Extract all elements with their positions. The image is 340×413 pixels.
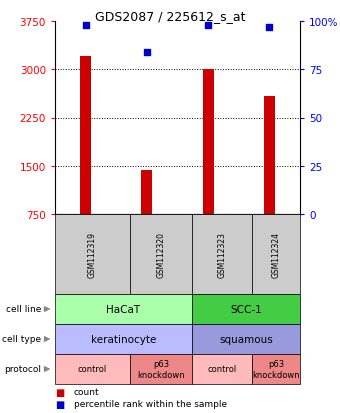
- Text: GDS2087 / 225612_s_at: GDS2087 / 225612_s_at: [95, 10, 245, 23]
- Text: control: control: [207, 365, 237, 374]
- Text: p63
knockdown: p63 knockdown: [137, 359, 185, 379]
- Text: cell line: cell line: [6, 305, 41, 314]
- Text: keratinocyte: keratinocyte: [91, 334, 156, 344]
- Text: GSM112324: GSM112324: [272, 231, 280, 277]
- Text: GSM112319: GSM112319: [88, 231, 97, 277]
- Text: count: count: [74, 387, 99, 396]
- Text: SCC-1: SCC-1: [230, 304, 262, 314]
- Text: percentile rank within the sample: percentile rank within the sample: [74, 399, 227, 408]
- Bar: [141, 171, 152, 214]
- Text: squamous: squamous: [219, 334, 273, 344]
- Point: [83, 22, 88, 29]
- Text: ■: ■: [55, 399, 64, 409]
- Text: ■: ■: [55, 387, 64, 397]
- Bar: [203, 69, 214, 214]
- Text: GSM112323: GSM112323: [218, 231, 226, 277]
- Bar: [80, 57, 91, 214]
- Text: cell type: cell type: [2, 335, 41, 344]
- Point: [205, 22, 211, 29]
- Text: p63
knockdown: p63 knockdown: [252, 359, 300, 379]
- Point: [267, 24, 272, 31]
- Text: control: control: [78, 365, 107, 374]
- Text: protocol: protocol: [4, 365, 41, 374]
- Point: [144, 50, 150, 56]
- Bar: [264, 97, 275, 214]
- Text: HaCaT: HaCaT: [106, 304, 140, 314]
- Text: GSM112320: GSM112320: [156, 231, 166, 277]
